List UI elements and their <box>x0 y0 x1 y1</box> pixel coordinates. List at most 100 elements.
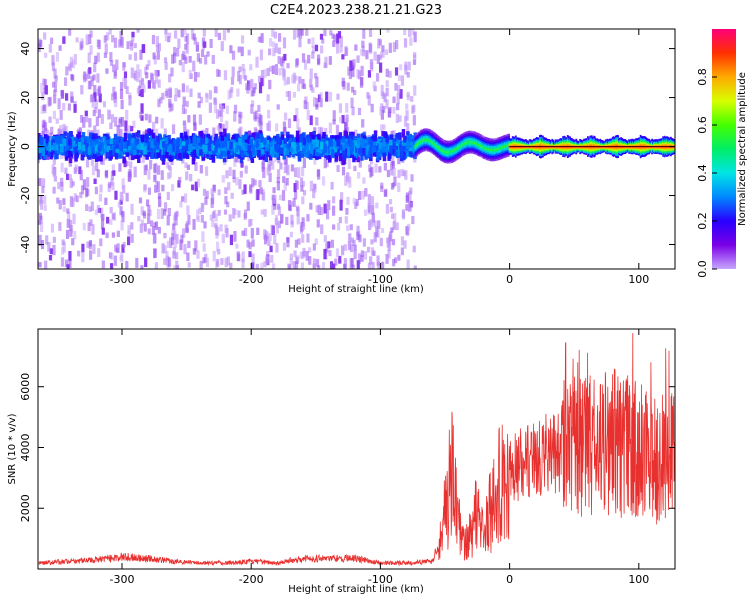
spectrogram-cell <box>260 77 264 87</box>
spectrogram-cell <box>75 138 79 145</box>
spectrogram-cell <box>406 226 410 236</box>
spectrogram-cell <box>145 133 149 140</box>
spectrogram-cell <box>249 218 253 226</box>
spectrogram-cell <box>413 85 417 96</box>
spectrogram-cell <box>184 35 188 42</box>
spectrogram-cell <box>175 252 179 260</box>
spectrogram-cell <box>194 181 198 192</box>
spectrogram-cell <box>174 215 178 226</box>
spectrogram-cell <box>127 173 132 182</box>
spectrogram-cell <box>345 208 349 215</box>
spectrogram-cell <box>140 206 144 216</box>
spectrogram-cell <box>261 160 265 169</box>
spectrogram-cell <box>140 88 144 98</box>
spectrogram-cell <box>259 49 263 61</box>
spectrogram-cell <box>129 40 133 47</box>
spectrogram-cell <box>405 103 409 110</box>
spectrogram-cell <box>188 144 192 151</box>
spectrogram-cell <box>133 145 137 154</box>
spectrogram-cell <box>324 56 328 68</box>
spectrogram-cell <box>156 150 161 158</box>
spectrogram-cell <box>123 141 127 149</box>
spectrogram-cell <box>65 229 70 239</box>
spectrogram-cell <box>356 133 361 139</box>
spectrogram-cell <box>170 184 175 192</box>
spectrogram-cell <box>246 239 250 248</box>
spectrogram-cell <box>217 209 221 216</box>
spectrogram-cell <box>267 240 271 247</box>
spectrogram-cell <box>298 138 303 143</box>
spectrogram-cell <box>238 137 242 146</box>
spectrogram-cell <box>246 201 250 211</box>
spectrogram-cell <box>130 67 134 78</box>
spectrogram-cell <box>382 155 387 162</box>
spectrogram-cell <box>65 173 70 181</box>
spectrogram-cell <box>77 131 82 139</box>
spectrogram-cell <box>81 144 86 152</box>
spectrogram-cell <box>135 257 139 268</box>
spectrogram-cell <box>307 136 311 143</box>
spectrogram-cell <box>325 91 329 102</box>
spectrogram-cell <box>233 111 237 122</box>
spectrogram-cell <box>75 195 79 203</box>
spectrogram-cell <box>227 182 231 191</box>
spectrogram-cell <box>52 158 56 165</box>
spectrogram-cell <box>143 223 147 232</box>
spectrogram-cell <box>42 178 46 188</box>
spectrogram-cell <box>299 177 304 187</box>
spectrogram-cell <box>85 204 89 211</box>
spectrogram-cell <box>263 229 267 240</box>
spectrogram-cell <box>301 53 306 63</box>
spectrogram-cell <box>319 33 324 40</box>
spectrogram-cell <box>399 64 403 71</box>
spectrogram-cell <box>340 192 344 203</box>
spectrogram-cell <box>64 259 69 268</box>
spectrogram-cell <box>317 135 321 140</box>
spectrogram-cell <box>86 137 91 144</box>
spectrogram-cell <box>370 148 375 153</box>
spectrogram-cell <box>165 151 169 159</box>
spectrogram-cell <box>118 117 122 124</box>
spectrogram-cell <box>382 105 386 113</box>
spectrogram-cell <box>131 31 135 38</box>
spectrogram-cell <box>185 138 189 145</box>
spectrogram-cell <box>300 29 304 36</box>
spectrogram-cell <box>238 111 242 117</box>
spectrogram-cell <box>147 60 151 66</box>
spectrogram-cell <box>271 263 276 269</box>
spectrogram-cell <box>109 122 113 130</box>
spectrogram-cell <box>266 94 270 102</box>
spectrogram-cell <box>194 148 199 154</box>
spectrogram-cell <box>268 172 272 183</box>
spectrogram-cell <box>103 136 107 146</box>
spectrogram-cell <box>73 54 77 65</box>
spectrogram-cell <box>301 180 306 187</box>
spectrogram-cell <box>169 139 173 144</box>
spectrogram-cell <box>293 115 297 122</box>
spectrogram-cell <box>203 221 207 229</box>
spectrogram-cell <box>181 145 186 153</box>
spectrogram-cell <box>92 74 96 81</box>
spectrogram-cell <box>97 109 101 118</box>
spectrogram-cell <box>232 177 236 183</box>
spectrogram-cell <box>294 261 299 269</box>
spectrogram-cell <box>202 257 206 264</box>
spectrogram-cell <box>362 238 366 247</box>
spectrogram-cell <box>114 190 118 200</box>
spectrogram-cell <box>315 259 320 267</box>
spectrogram-cell <box>251 262 255 269</box>
spectrogram-cell <box>383 162 387 171</box>
spectrogram-cell <box>275 123 279 132</box>
spectrogram-cell <box>81 251 85 263</box>
spectrogram-cell <box>332 263 336 269</box>
spectrogram-cell <box>327 147 332 155</box>
spectrogram-cell <box>344 140 349 147</box>
spectrogram-cell <box>212 250 216 262</box>
spectrogram-cell <box>138 197 143 204</box>
spectrogram-cell <box>360 250 364 257</box>
spectrogram-cell <box>346 196 350 205</box>
spectrogram-cell <box>351 131 355 140</box>
spectrogram-cell <box>321 134 326 139</box>
spectrogram-cell <box>341 138 345 143</box>
spectrogram-cell <box>339 46 343 53</box>
